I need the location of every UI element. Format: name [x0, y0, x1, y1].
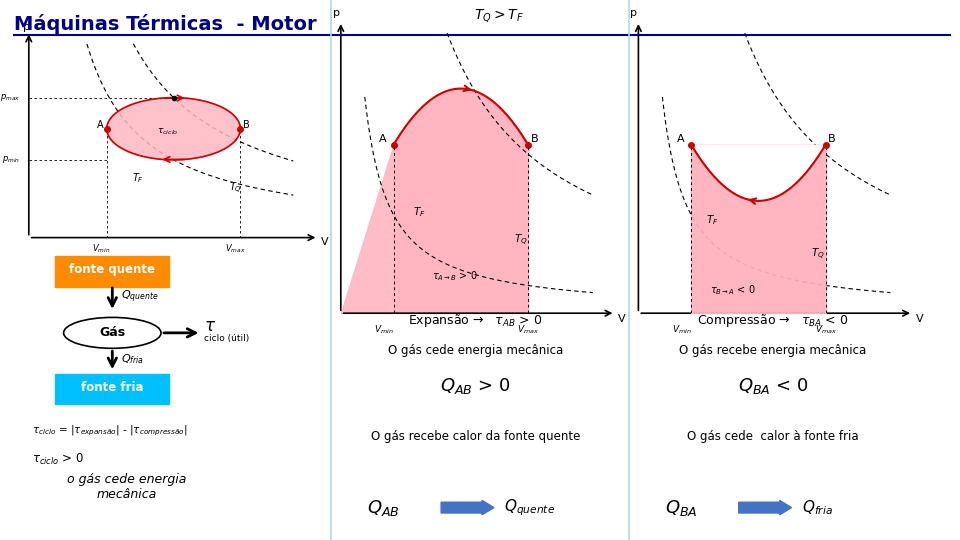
Text: $Q_{AB}$ > 0: $Q_{AB}$ > 0 — [440, 376, 511, 396]
Text: $p_{max}$: $p_{max}$ — [0, 92, 20, 103]
FancyBboxPatch shape — [56, 374, 169, 404]
Text: $T_Q$: $T_Q$ — [229, 181, 242, 195]
Text: O gás cede energia mecânica: O gás cede energia mecânica — [388, 343, 563, 357]
Text: $Q_{fria}$: $Q_{fria}$ — [121, 353, 144, 367]
Text: V: V — [916, 314, 924, 323]
FancyArrow shape — [441, 501, 493, 515]
Text: $\tau_{A \rightarrow B}$ > 0: $\tau_{A \rightarrow B}$ > 0 — [432, 269, 478, 284]
Text: O gás cede  calor à fonte fria: O gás cede calor à fonte fria — [687, 430, 858, 443]
Text: $\tau$: $\tau$ — [204, 317, 216, 335]
Text: O gás recebe calor da fonte quente: O gás recebe calor da fonte quente — [371, 430, 580, 443]
Text: $\tau_{ciclo}$ > 0: $\tau_{ciclo}$ > 0 — [32, 451, 84, 467]
Text: $V_{min}$: $V_{min}$ — [374, 324, 394, 336]
Text: $T_Q > T_F$: $T_Q > T_F$ — [474, 7, 524, 24]
Text: $V_{min}$: $V_{min}$ — [672, 324, 691, 336]
Text: Gás: Gás — [99, 326, 126, 339]
Text: $Q_{fria}$: $Q_{fria}$ — [803, 498, 833, 517]
Text: p: p — [333, 8, 340, 18]
Text: A: A — [97, 120, 104, 130]
Text: A: A — [379, 134, 387, 144]
Text: Expansão →   $\tau_{AB}$ > 0: Expansão → $\tau_{AB}$ > 0 — [408, 312, 542, 329]
Text: $\tau_{ciclo}$: $\tau_{ciclo}$ — [157, 126, 179, 137]
Text: $V_{min}$: $V_{min}$ — [92, 242, 110, 255]
Text: A: A — [677, 134, 684, 144]
Text: $Q_{quente}$: $Q_{quente}$ — [121, 288, 158, 305]
Text: B: B — [530, 134, 538, 144]
Text: O gás recebe energia mecânica: O gás recebe energia mecânica — [679, 343, 867, 357]
Text: $Q_{AB}$: $Q_{AB}$ — [367, 497, 400, 518]
Text: fonte quente: fonte quente — [69, 263, 156, 276]
Text: V: V — [321, 238, 328, 247]
Text: $T_Q$: $T_Q$ — [514, 233, 527, 248]
Text: $Q_{BA}$ < 0: $Q_{BA}$ < 0 — [737, 376, 808, 396]
Text: $p_{min}$: $p_{min}$ — [3, 154, 20, 165]
Text: $V_{max}$: $V_{max}$ — [225, 242, 245, 255]
FancyArrow shape — [739, 501, 792, 515]
Text: B: B — [243, 120, 250, 130]
Polygon shape — [107, 98, 240, 160]
Text: $T_Q$: $T_Q$ — [811, 247, 825, 262]
Text: V: V — [618, 314, 626, 323]
Text: $Q_{quente}$: $Q_{quente}$ — [505, 497, 556, 518]
Text: $V_{max}$: $V_{max}$ — [815, 324, 836, 336]
Text: $\tau_{ciclo}$ = |$\tau_{expansão}$| - |$\tau_{compressão}$|: $\tau_{ciclo}$ = |$\tau_{expansão}$| - |… — [32, 424, 187, 438]
Text: p: p — [23, 22, 30, 32]
Text: ciclo (útil): ciclo (útil) — [204, 334, 250, 343]
Text: $\tau_{B \rightarrow A}$ < 0: $\tau_{B \rightarrow A}$ < 0 — [710, 284, 756, 298]
Text: o gás cede energia
mecânica: o gás cede energia mecânica — [66, 473, 186, 501]
Text: $T_F$: $T_F$ — [706, 213, 718, 227]
Text: $V_{max}$: $V_{max}$ — [517, 324, 539, 336]
Text: B: B — [828, 134, 835, 144]
Text: $Q_{BA}$: $Q_{BA}$ — [665, 497, 697, 518]
Text: Compressão →   $\tau_{BA}$ < 0: Compressão → $\tau_{BA}$ < 0 — [697, 312, 849, 329]
Ellipse shape — [63, 318, 161, 348]
Text: $T_F$: $T_F$ — [413, 205, 425, 219]
Text: $T_F$: $T_F$ — [132, 171, 144, 185]
Text: Máquinas Térmicas  - Motor: Máquinas Térmicas - Motor — [14, 14, 317, 33]
Text: fonte fria: fonte fria — [81, 381, 144, 394]
Text: p: p — [631, 8, 637, 18]
FancyBboxPatch shape — [56, 255, 169, 287]
